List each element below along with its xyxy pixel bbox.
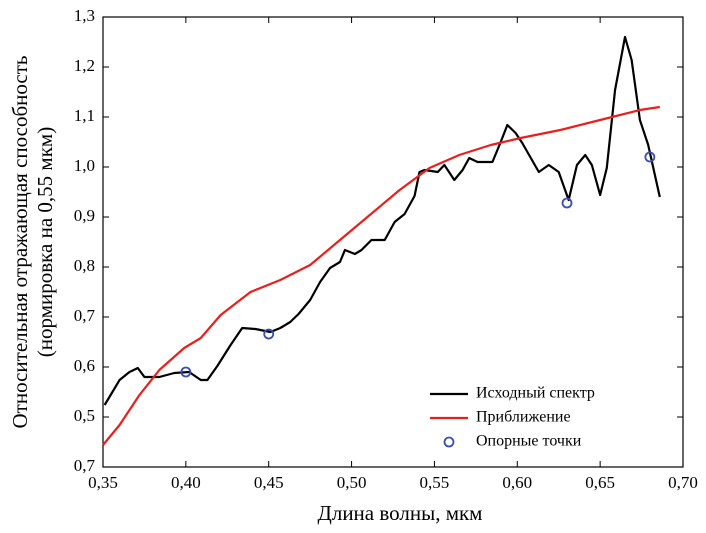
legend-swatch bbox=[443, 436, 455, 448]
y-tick-label: 0,5 bbox=[74, 406, 95, 425]
y-tick-label: 0,7 bbox=[74, 456, 96, 475]
y-tick-label: 1,0 bbox=[74, 156, 95, 175]
y-tick-label: 1,2 bbox=[74, 56, 95, 75]
point bbox=[263, 328, 275, 340]
x-tick-label: 0,45 bbox=[254, 473, 284, 492]
line bbox=[103, 35, 661, 406]
y-tick-label: 0,8 bbox=[74, 256, 95, 275]
point bbox=[644, 151, 656, 163]
y-tick-label: 1,1 bbox=[74, 106, 95, 125]
x-tick-label: 0,60 bbox=[502, 473, 532, 492]
point bbox=[561, 197, 573, 209]
y-tick-label: 1,3 bbox=[74, 6, 95, 25]
legend-label: Опорные точки bbox=[476, 433, 582, 450]
x-tick-label: 0,70 bbox=[668, 473, 698, 492]
y-axis-label: Относительная отражающая способность bbox=[8, 55, 32, 428]
x-tick-label: 0,35 bbox=[88, 473, 118, 492]
line bbox=[102, 105, 660, 446]
y-axis-label: (нормировка на 0,55 мкм) bbox=[33, 127, 57, 357]
x-tick-label: 0,50 bbox=[337, 473, 367, 492]
y-tick-label: 0,6 bbox=[74, 356, 95, 375]
legend-label: Приближение bbox=[476, 409, 571, 426]
x-tick-label: 0,40 bbox=[171, 473, 201, 492]
legend-label: Исходный спектр bbox=[476, 385, 595, 402]
y-tick-label: 0,7 bbox=[74, 306, 96, 325]
y-tick-label: 0,9 bbox=[74, 206, 95, 225]
x-tick-label: 0,65 bbox=[585, 473, 615, 492]
x-tick-label: 0,55 bbox=[420, 473, 450, 492]
plot-frame bbox=[102, 16, 684, 468]
x-axis-label: Длина волны, мкм bbox=[318, 501, 483, 525]
point bbox=[180, 366, 192, 378]
